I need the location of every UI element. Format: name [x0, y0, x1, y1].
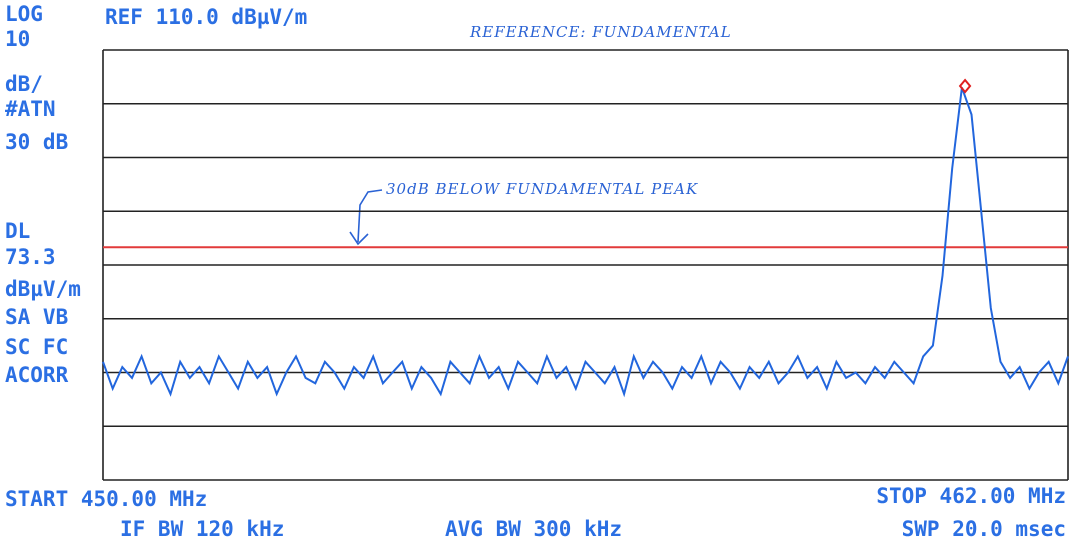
side-label: #ATN — [5, 97, 56, 121]
sweep-label: SWP 20.0 msec — [902, 517, 1066, 541]
side-label: LOG — [5, 2, 43, 26]
side-label: DL — [5, 219, 30, 243]
annotation: 30dB BELOW FUNDAMENTAL PEAK — [386, 180, 698, 198]
side-label: 30 dB — [5, 130, 68, 154]
annotation-arrow — [349, 189, 383, 246]
trace — [102, 87, 1069, 398]
side-label: dB/ — [5, 72, 43, 96]
stop-label: STOP 462.00 MHz — [876, 484, 1066, 508]
side-label: 10 — [5, 27, 30, 51]
side-label: SC FC — [5, 335, 68, 359]
start-label: START 450.00 MHz — [5, 487, 207, 511]
avg-bw-label: AVG BW 300 kHz — [445, 517, 622, 541]
annotation: REFERENCE: FUNDAMENTAL — [469, 23, 732, 41]
side-label: SA VB — [5, 305, 68, 329]
if-bw-label: IF BW 120 kHz — [120, 517, 284, 541]
display-line-label: 73.3 — [5, 245, 56, 269]
peak-marker — [958, 78, 972, 94]
side-label: dBµV/m — [5, 277, 81, 301]
side-label: ACORR — [5, 363, 69, 387]
ref-label: REF 110.0 dBµV/m — [105, 5, 307, 29]
